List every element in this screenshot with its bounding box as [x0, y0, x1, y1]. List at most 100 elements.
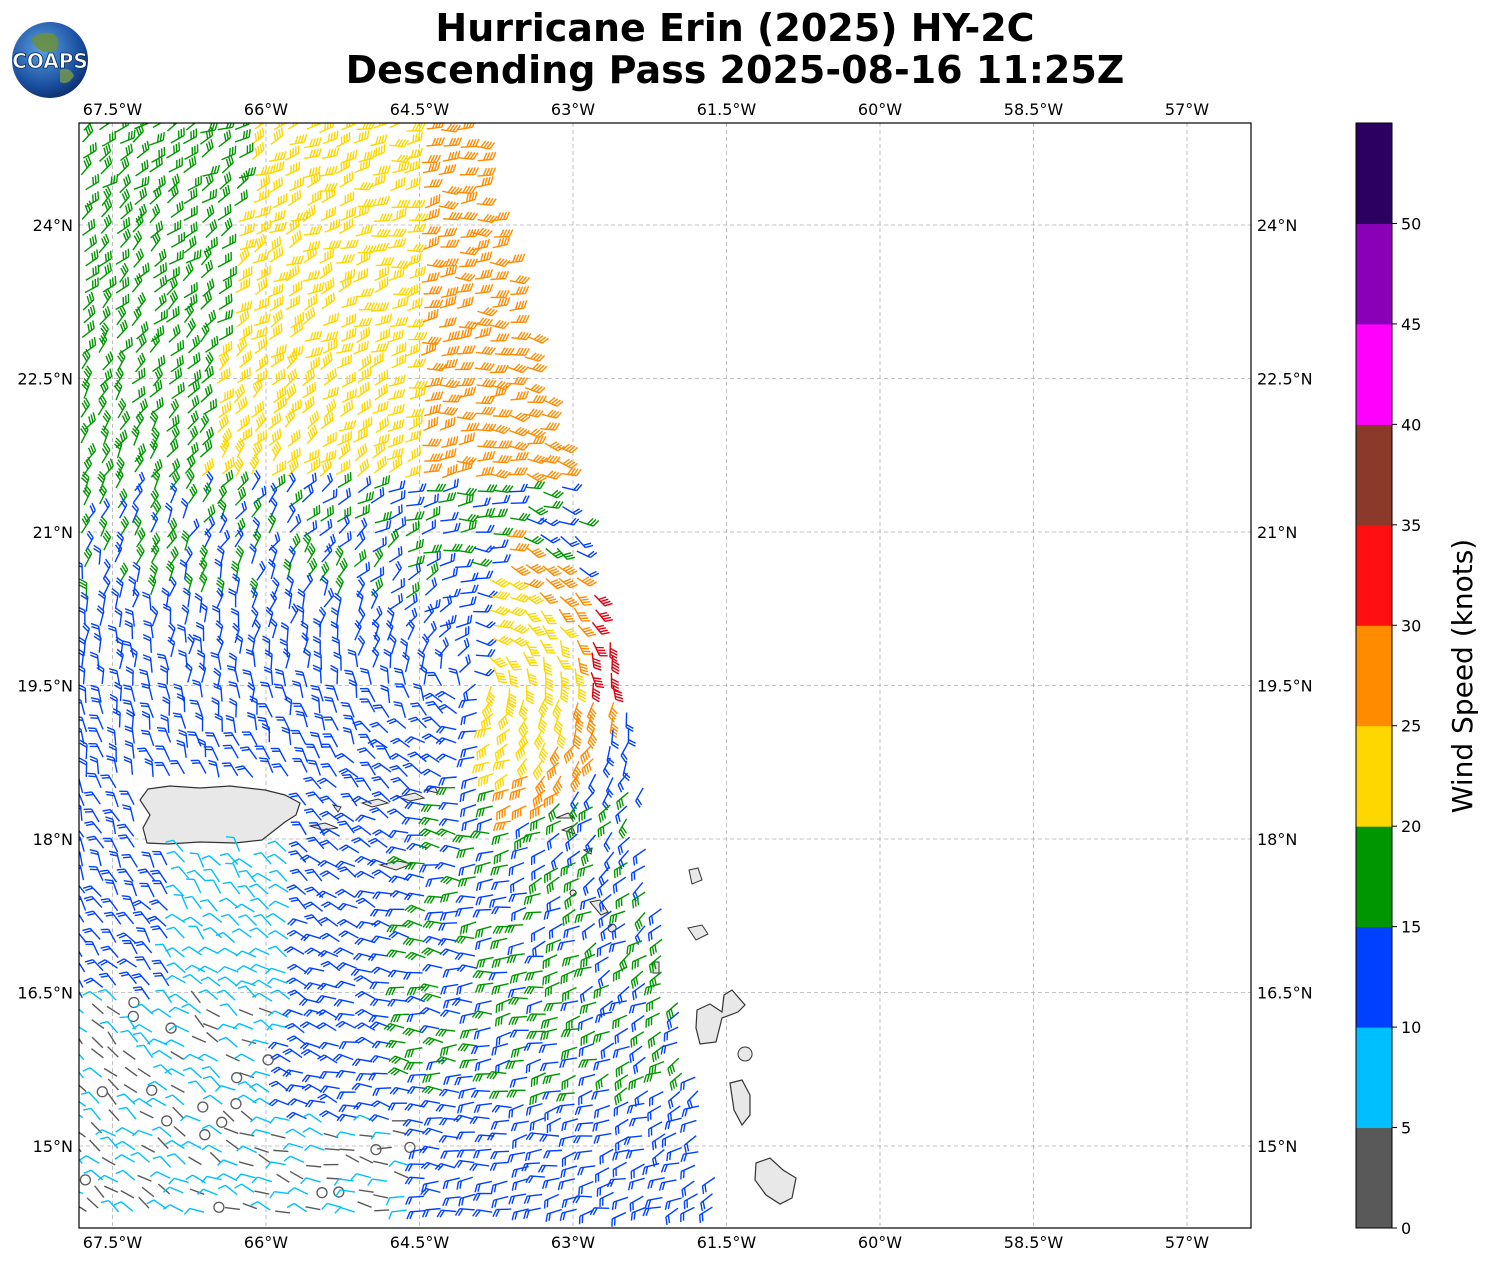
wind-barb: [322, 488, 338, 504]
wind-barb: [417, 983, 439, 992]
wind-barb: [79, 1147, 82, 1153]
wind-barb: [338, 531, 352, 548]
wind-barb: [474, 268, 494, 280]
wind-barb: [418, 816, 439, 826]
wind-barb: [418, 828, 440, 837]
wind-barb: [302, 204, 316, 223]
wind-barb: [268, 591, 278, 612]
wind-barb: [367, 738, 388, 749]
wind-barb: [249, 453, 260, 475]
wind-barb: [281, 726, 292, 746]
wind-barb: [198, 946, 219, 955]
wind-barb: [593, 984, 610, 999]
wind-barb: [572, 1195, 593, 1204]
wind-barb: [238, 209, 256, 223]
wind-barb: [578, 1042, 595, 1058]
wind-barb: [116, 456, 125, 478]
wind-barb: [374, 383, 388, 401]
wind-barb: [189, 699, 203, 716]
wind-barb: [230, 1098, 242, 1110]
wind-barb: [151, 147, 166, 163]
wind-barb: [612, 966, 628, 982]
wind-barb: [341, 773, 359, 788]
wind-barb: [576, 576, 597, 587]
wind-barb: [307, 190, 322, 206]
wind-barb: [321, 1202, 342, 1210]
wind-barb: [476, 818, 493, 832]
wind-barb: [164, 1094, 185, 1106]
wind-barb: [474, 326, 492, 340]
wind-barb: [390, 489, 406, 505]
wind-barb: [407, 358, 427, 368]
wind-barb: [157, 682, 171, 700]
wind-barb: [235, 545, 245, 566]
wind-barb: [526, 668, 538, 687]
wind-barb: [367, 837, 388, 849]
wind-barb: [476, 197, 497, 207]
wind-barb: [435, 1028, 456, 1037]
wind-barb: [510, 451, 529, 462]
wind-barb: [470, 1045, 490, 1055]
wind-barb: [108, 1109, 120, 1122]
wind-barb: [304, 914, 323, 927]
wind-barb: [79, 804, 83, 821]
wind-barb: [261, 723, 271, 743]
wind-barb: [116, 217, 131, 235]
wind-barb: [455, 1131, 475, 1140]
wind-barb: [556, 728, 567, 749]
wind-barb: [166, 276, 178, 296]
lat-label: 18°N: [33, 830, 73, 849]
wind-barb: [359, 698, 376, 713]
wind-barb: [458, 513, 479, 523]
wind-barb: [369, 998, 391, 1007]
wind-barb: [217, 309, 234, 324]
wind-barb: [119, 515, 130, 537]
wind-barb: [318, 1071, 339, 1080]
wind-barb: [269, 617, 278, 639]
colorbar-tick-label: 40: [1401, 415, 1421, 434]
wind-barb: [385, 908, 405, 917]
wind-barb: [359, 667, 372, 685]
wind-barb: [471, 558, 493, 567]
wind-barb: [282, 1069, 303, 1078]
wind-barb: [148, 132, 165, 146]
wind-barb: [389, 752, 410, 763]
wind-barb: [559, 596, 580, 608]
wind-barb: [388, 456, 403, 473]
wind-barb: [285, 295, 301, 311]
wind-barb: [145, 1097, 167, 1107]
wind-barb: [222, 265, 237, 282]
wind-barb: [631, 891, 646, 909]
wind-barb: [355, 250, 371, 266]
wind-barb: [509, 426, 530, 437]
wind-barb: [338, 275, 352, 293]
wind-barb: [473, 604, 493, 613]
wind-barb: [408, 380, 429, 389]
wind-barb: [336, 1113, 357, 1122]
lon-label: 64.5°W: [390, 100, 450, 119]
wind-barb: [491, 1043, 509, 1056]
wind-barb: [477, 214, 498, 224]
wind-barb: [387, 329, 404, 343]
wind-barb: [409, 386, 427, 400]
wind-barb: [421, 226, 442, 235]
wind-barb: [421, 154, 442, 164]
wind-barb: [610, 672, 620, 693]
wind-barb: [438, 1088, 460, 1097]
colorbar-tick-label: 25: [1401, 717, 1421, 736]
wind-barb: [496, 728, 511, 746]
wind-barb: [423, 463, 443, 474]
wind-barb: [392, 1130, 408, 1135]
wind-barb: [354, 443, 368, 462]
wind-barb: [82, 142, 97, 159]
wind-barb: [440, 265, 458, 278]
wind-barb: [217, 498, 227, 520]
wind-barb: [238, 869, 257, 883]
wind-barb: [157, 1183, 171, 1195]
wind-barb: [287, 1098, 309, 1106]
wind-barb: [150, 925, 168, 939]
wind-barb: [250, 897, 269, 910]
wind-barb: [230, 607, 240, 628]
wind-barb: [113, 681, 123, 702]
wind-barb: [197, 738, 207, 758]
